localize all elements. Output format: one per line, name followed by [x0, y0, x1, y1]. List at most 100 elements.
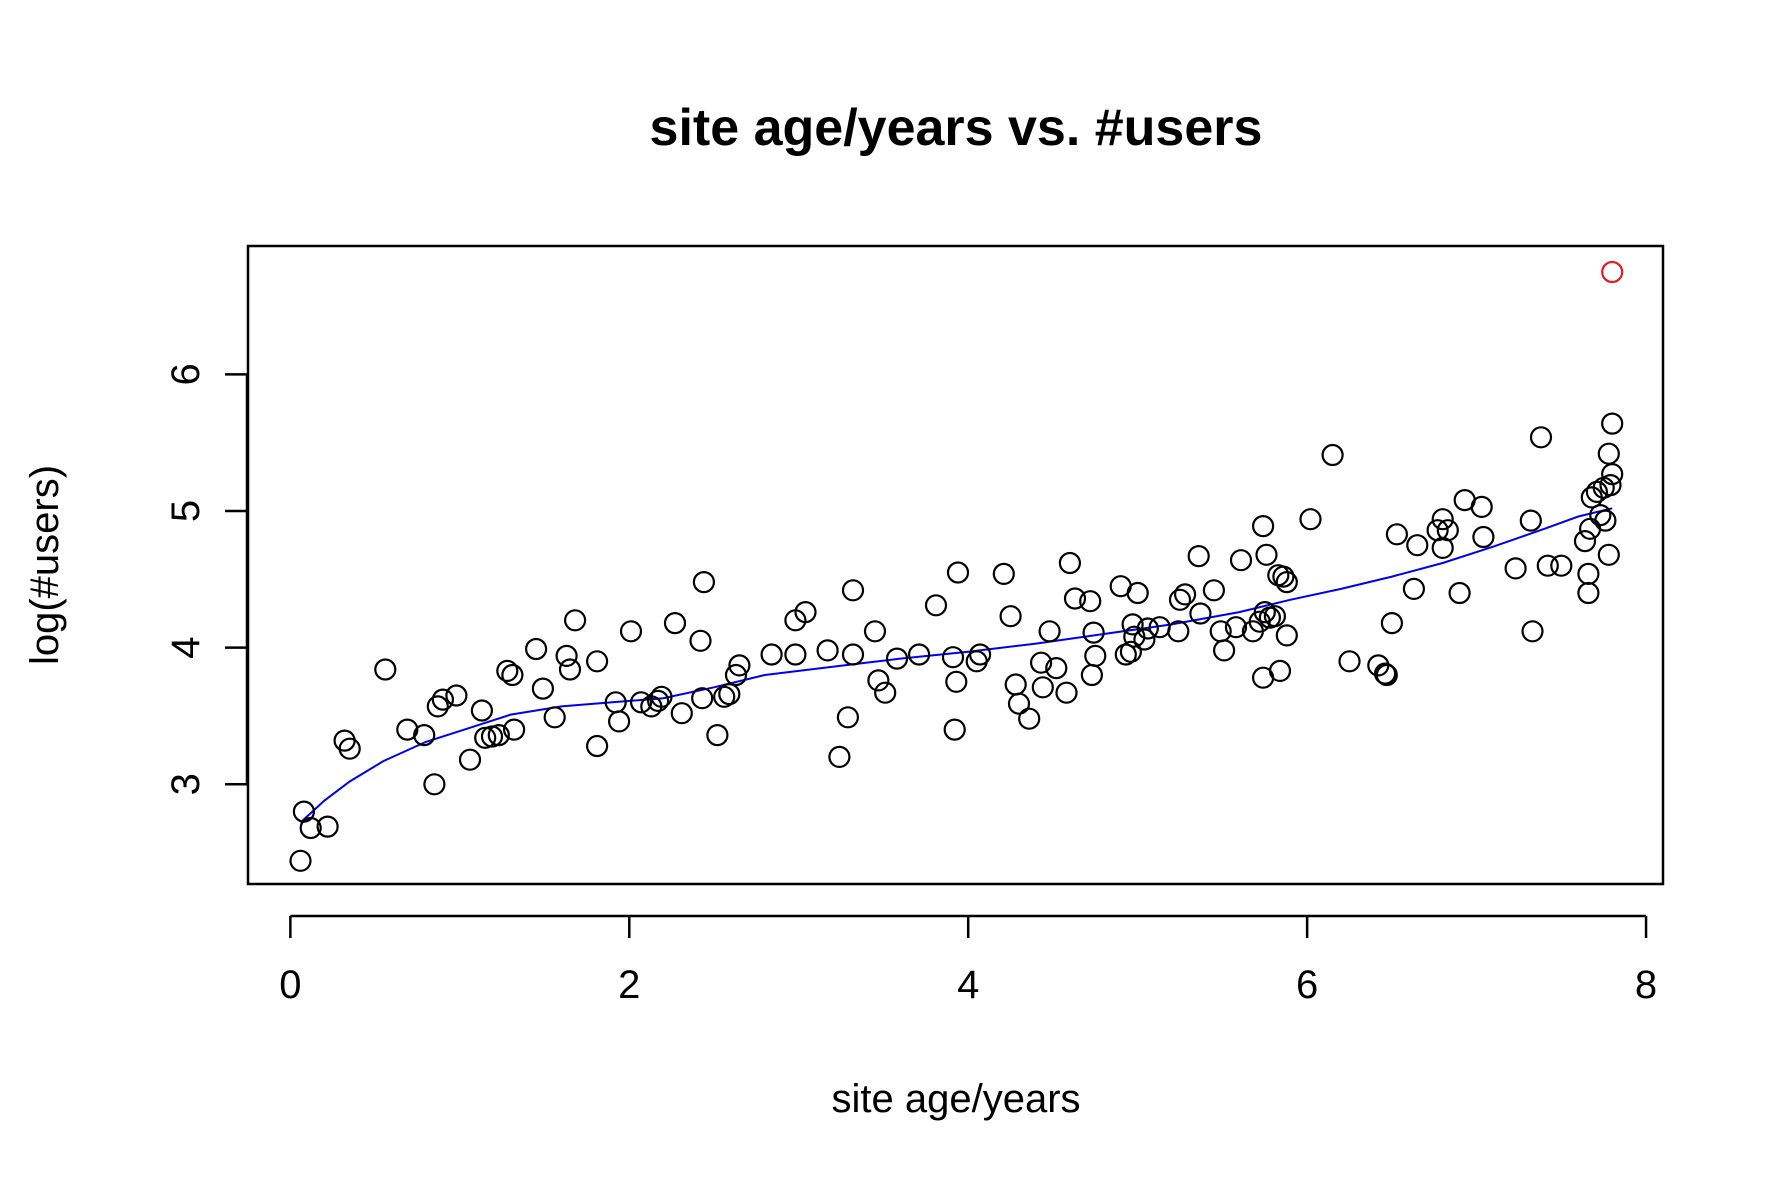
data-point [470, 699, 493, 722]
data-point [1601, 463, 1624, 486]
data-point [1380, 611, 1404, 635]
data-point [1448, 581, 1471, 605]
data-point [496, 659, 519, 683]
data-point [946, 561, 970, 584]
data-point [1385, 523, 1409, 546]
data-point [863, 620, 887, 643]
x-tick-label: 0 [279, 963, 301, 1007]
data-point [1133, 628, 1156, 651]
data-point [945, 670, 968, 693]
x-axis-label: site age/years [831, 1077, 1080, 1121]
data-point [316, 815, 339, 838]
data-point [524, 637, 548, 661]
data-point [1173, 583, 1197, 606]
data-point [1597, 543, 1620, 566]
data-point [943, 718, 966, 741]
x-tick-label: 4 [957, 963, 979, 1007]
data-point [1224, 616, 1248, 639]
data-point [1521, 620, 1544, 643]
data-point [692, 570, 716, 594]
data-point [1119, 640, 1143, 663]
data-point [338, 737, 361, 760]
data-point [706, 723, 729, 747]
data-point [558, 658, 582, 681]
data-point [426, 695, 449, 718]
data-point [1251, 514, 1275, 538]
data-point [1519, 509, 1542, 532]
data-point [1079, 590, 1102, 613]
data-point [1080, 663, 1104, 687]
data-point [1573, 529, 1597, 553]
data-point [1136, 617, 1159, 640]
y-axis-label: log(#users) [23, 465, 67, 665]
data-point [1597, 442, 1620, 465]
data-point [1550, 554, 1573, 577]
data-point [1601, 412, 1624, 435]
data-point [1470, 495, 1493, 518]
data-point [1004, 673, 1027, 696]
data-point [670, 702, 693, 725]
x-axis: 0 2 4 6 8 [279, 914, 1657, 1007]
data-point [1272, 565, 1295, 588]
data-point [713, 685, 736, 708]
data-point [691, 687, 714, 710]
data-point [1031, 676, 1054, 699]
data-point [585, 650, 609, 673]
data-point [999, 605, 1022, 628]
data-point [1589, 503, 1612, 527]
data-point [1577, 581, 1600, 605]
data-point [836, 706, 860, 729]
y-axis: 3 4 5 6 [164, 363, 249, 795]
x-tick-label: 6 [1296, 963, 1318, 1007]
data-point [445, 684, 468, 707]
data-point [458, 748, 482, 771]
data-point [299, 816, 322, 840]
data-point [1599, 474, 1622, 497]
data-point [1402, 577, 1426, 601]
data-point [874, 681, 897, 704]
data-point [828, 745, 851, 769]
data-point [816, 639, 839, 662]
data-point [1168, 588, 1192, 611]
x-tick-label: 8 [1635, 963, 1657, 1007]
data-point [867, 669, 890, 692]
data-point [1187, 544, 1210, 568]
data-point [502, 718, 526, 741]
y-tick-label: 4 [164, 637, 208, 659]
data-point [689, 629, 712, 652]
data-point [543, 706, 566, 729]
data-point [555, 644, 578, 668]
data-point [924, 594, 948, 617]
data-point [1373, 662, 1397, 685]
data-point [841, 579, 865, 602]
data-point [794, 600, 817, 624]
data-point [663, 611, 687, 635]
data-point [1253, 600, 1276, 624]
data-point [1082, 621, 1105, 644]
smooth-line-layer [299, 507, 1613, 824]
data-point [423, 773, 446, 796]
data-point [907, 643, 931, 666]
data-point [1055, 681, 1078, 704]
data-point [1121, 613, 1144, 636]
data-point [1038, 620, 1061, 643]
data-point [1275, 570, 1298, 594]
data-point [760, 643, 783, 666]
data-point [563, 609, 587, 632]
data-point [1577, 562, 1600, 586]
data-point [1375, 663, 1398, 687]
data-point [1114, 643, 1137, 666]
data-point [1529, 426, 1553, 449]
data-point [1202, 579, 1226, 602]
smooth-trend-line [299, 507, 1613, 824]
data-point [1029, 651, 1053, 674]
data-point [374, 658, 397, 681]
data-point [487, 723, 510, 747]
data-point [941, 646, 965, 669]
data-point [607, 710, 631, 733]
data-point [501, 663, 524, 687]
data-point [413, 723, 436, 747]
data-point [1536, 554, 1559, 577]
plot-frame [246, 244, 1665, 886]
chart-title: site age/years vs. #users [650, 99, 1263, 157]
